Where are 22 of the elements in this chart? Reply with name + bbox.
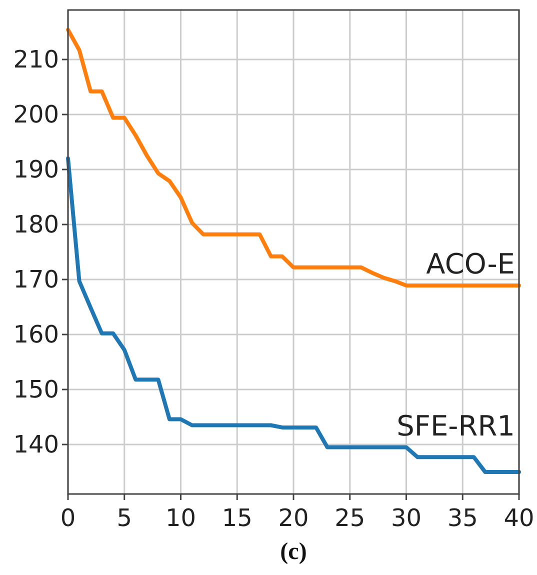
y-tick-label: 150 xyxy=(13,376,59,404)
x-tick-label: 35 xyxy=(447,504,478,532)
series-label: ACO-E xyxy=(426,248,515,281)
x-tick-label: 30 xyxy=(390,504,422,532)
line-series xyxy=(66,28,521,288)
x-tick-label: 15 xyxy=(222,504,252,532)
x-tick-label: 10 xyxy=(165,504,196,532)
x-tick-label: 5 xyxy=(116,504,132,532)
y-tick-label: 190 xyxy=(13,156,59,184)
text: (c) xyxy=(280,539,307,565)
x-tick-label: 25 xyxy=(334,504,366,532)
x-tick-label: 0 xyxy=(60,504,76,532)
y-tick-label: 170 xyxy=(13,266,59,294)
y-tick-label: 210 xyxy=(13,46,59,74)
y-tick-label: 200 xyxy=(13,100,59,128)
line-series xyxy=(66,156,521,474)
y-tick-label: 180 xyxy=(13,210,59,238)
x-tick-label: 20 xyxy=(278,504,309,532)
y-tick-label: 160 xyxy=(13,320,59,348)
x-tick-label: 40 xyxy=(504,504,534,532)
series-label: SFE-RR1 xyxy=(396,409,515,442)
y-tick-label: 140 xyxy=(13,430,59,458)
